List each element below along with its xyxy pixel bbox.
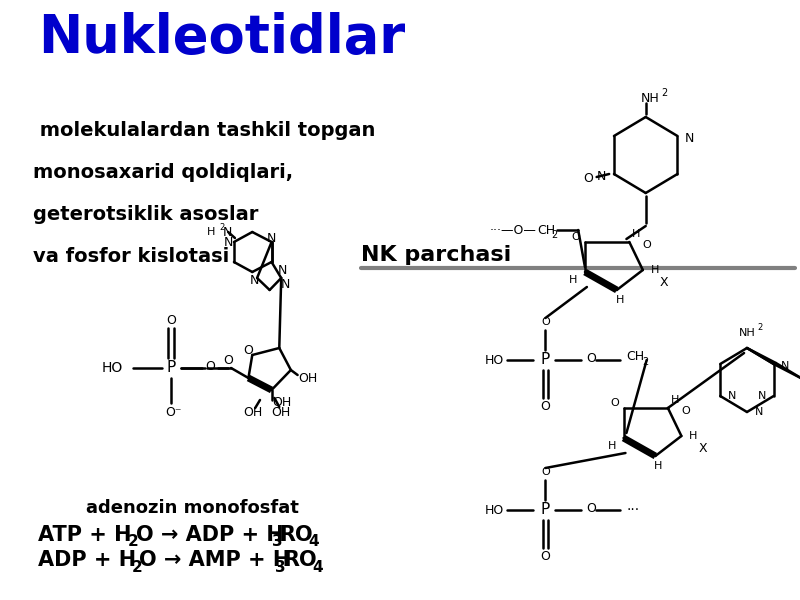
Text: H: H <box>569 275 578 285</box>
Text: H: H <box>670 395 679 405</box>
Text: RO: RO <box>283 550 317 570</box>
Text: P: P <box>541 503 550 517</box>
Text: O: O <box>583 173 593 185</box>
Text: monosaxarid qoldiqlari,: monosaxarid qoldiqlari, <box>34 163 294 181</box>
Text: 3: 3 <box>275 559 286 575</box>
Text: OH: OH <box>298 371 318 385</box>
Text: 2: 2 <box>758 323 763 331</box>
Text: O: O <box>541 401 550 413</box>
Text: O: O <box>243 343 254 356</box>
Text: N: N <box>728 391 736 401</box>
Text: O: O <box>541 551 550 563</box>
Text: N: N <box>223 235 233 248</box>
Text: N: N <box>222 226 232 238</box>
Text: O: O <box>643 240 651 250</box>
Text: O: O <box>610 398 618 408</box>
Text: HO: HO <box>485 503 504 517</box>
Text: ATP + H: ATP + H <box>38 525 132 545</box>
Text: O → AMP + H: O → AMP + H <box>139 550 290 570</box>
Text: O: O <box>586 352 596 364</box>
Text: ···—O—: ···—O— <box>490 223 536 236</box>
Text: 4: 4 <box>308 535 319 550</box>
Text: NH: NH <box>738 328 755 338</box>
Text: N: N <box>278 263 286 277</box>
Text: 3: 3 <box>271 535 282 550</box>
Text: CH: CH <box>626 350 645 364</box>
Text: O: O <box>541 467 550 477</box>
Text: H: H <box>654 461 662 471</box>
Text: O → ADP + H: O → ADP + H <box>135 525 283 545</box>
Text: 2: 2 <box>219 223 225 232</box>
Text: O: O <box>586 502 596 514</box>
Text: N: N <box>250 274 259 286</box>
Text: N: N <box>754 407 763 417</box>
Text: 2: 2 <box>551 230 558 240</box>
Text: O: O <box>223 353 233 367</box>
Text: P: P <box>166 361 176 376</box>
Text: OH: OH <box>271 406 291 419</box>
Text: X: X <box>698 442 707 455</box>
Text: ADP + H: ADP + H <box>38 550 136 570</box>
Text: 2: 2 <box>661 88 667 98</box>
Text: N: N <box>597 169 606 182</box>
Text: O: O <box>682 406 690 416</box>
Text: molekulalardan tashkil topgan: molekulalardan tashkil topgan <box>34 121 376 139</box>
Text: geterotsiklik asoslar: geterotsiklik asoslar <box>34 205 258 223</box>
Text: ···: ··· <box>626 503 639 517</box>
Text: H: H <box>689 431 698 441</box>
Text: P: P <box>541 352 550 367</box>
Text: O⁻: O⁻ <box>165 406 182 419</box>
Text: 2: 2 <box>642 357 648 367</box>
Text: H: H <box>632 229 641 239</box>
Text: N: N <box>781 361 789 371</box>
Text: NK parchasi: NK parchasi <box>362 245 511 265</box>
Text: O: O <box>541 317 550 327</box>
Text: H: H <box>650 265 659 275</box>
Text: O: O <box>166 313 176 326</box>
Text: 4: 4 <box>312 559 322 575</box>
Text: 2: 2 <box>132 559 142 575</box>
Text: O: O <box>205 359 214 373</box>
Text: N: N <box>685 131 694 145</box>
Text: Nukleotidlar: Nukleotidlar <box>38 12 405 64</box>
Text: N: N <box>758 391 766 401</box>
Text: OH: OH <box>273 397 292 409</box>
Text: N: N <box>267 232 276 245</box>
Text: N: N <box>282 278 290 292</box>
Text: RO: RO <box>279 525 313 545</box>
Text: HO: HO <box>485 353 504 367</box>
Text: 2: 2 <box>128 535 138 550</box>
Text: NH: NH <box>641 92 660 106</box>
Text: adenozin monofosfat: adenozin monofosfat <box>86 499 299 517</box>
Text: O: O <box>571 232 580 242</box>
Text: OH: OH <box>244 406 263 419</box>
Text: H: H <box>207 227 216 237</box>
Text: X: X <box>660 275 668 289</box>
Text: CH: CH <box>538 223 556 236</box>
Text: HO: HO <box>102 361 123 375</box>
Text: H: H <box>607 441 616 451</box>
Text: H: H <box>615 295 624 305</box>
Text: va fosfor kislotasi: va fosfor kislotasi <box>34 247 230 265</box>
